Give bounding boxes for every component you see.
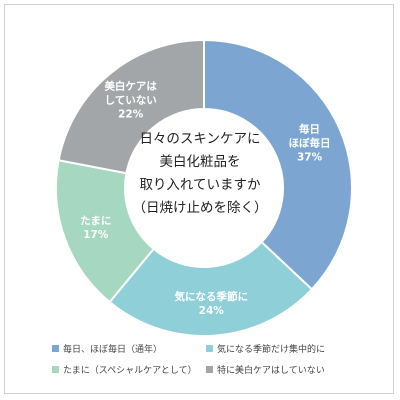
legend-swatch: [206, 345, 213, 352]
legend-label: 毎日、ほぼ毎日（通年）: [63, 345, 163, 355]
donut-slice: [57, 38, 205, 175]
slice-name-label: していない: [105, 94, 157, 106]
slice-name-label: たまに: [80, 215, 111, 227]
legend-item: 気になる季節だけ集中的に: [206, 342, 325, 355]
donut-slice: [108, 240, 314, 337]
legend-swatch: [52, 345, 59, 352]
legend-swatch: [52, 366, 59, 373]
slice-value-label: 24%: [199, 305, 225, 317]
legend-swatch: [206, 366, 213, 373]
chart-title-line: 取り入れていますか: [139, 177, 261, 193]
legend-label: たまに（スペシャルケアとして）: [63, 366, 197, 376]
slice-name-label: 美白ケアは: [104, 79, 157, 92]
donut-slice: [203, 38, 353, 291]
slice-name-label: 気になる季節に: [173, 290, 248, 303]
legend-item: たまに（スペシャルケアとして）: [52, 363, 197, 376]
slice-name-label: ほぼ毎日: [289, 136, 331, 149]
legend-item: 特に美白ケアはしていない: [206, 363, 325, 376]
slice-value-label: 17%: [83, 229, 109, 241]
slice-value-label: 37%: [297, 151, 323, 163]
legend-item: 毎日、ほぼ毎日（通年）: [52, 342, 162, 355]
slice-label: たまに 17%: [80, 215, 111, 241]
slice-label: 美白ケアはしていない 22%: [104, 79, 157, 120]
chart-title: 日々のスキンケアに 美白化粧品を 取り入れていますか （日焼け止めを除く）: [120, 128, 280, 220]
slice-name-label: 毎日: [299, 122, 320, 135]
legend-label: 気になる季節だけ集中的に: [217, 345, 326, 355]
chart-title-line: 美白化粧品を: [159, 154, 241, 170]
chart-title-line: （日焼け止めを除く）: [132, 200, 268, 216]
slice-label: 気になる季節に 24%: [173, 290, 248, 317]
chart-title-line: 日々のスキンケアに: [139, 131, 261, 147]
legend-label: 特に美白ケアはしていない: [217, 366, 325, 376]
slice-label: 毎日ほぼ毎日 37%: [289, 122, 331, 163]
slice-value-label: 22%: [118, 108, 144, 120]
